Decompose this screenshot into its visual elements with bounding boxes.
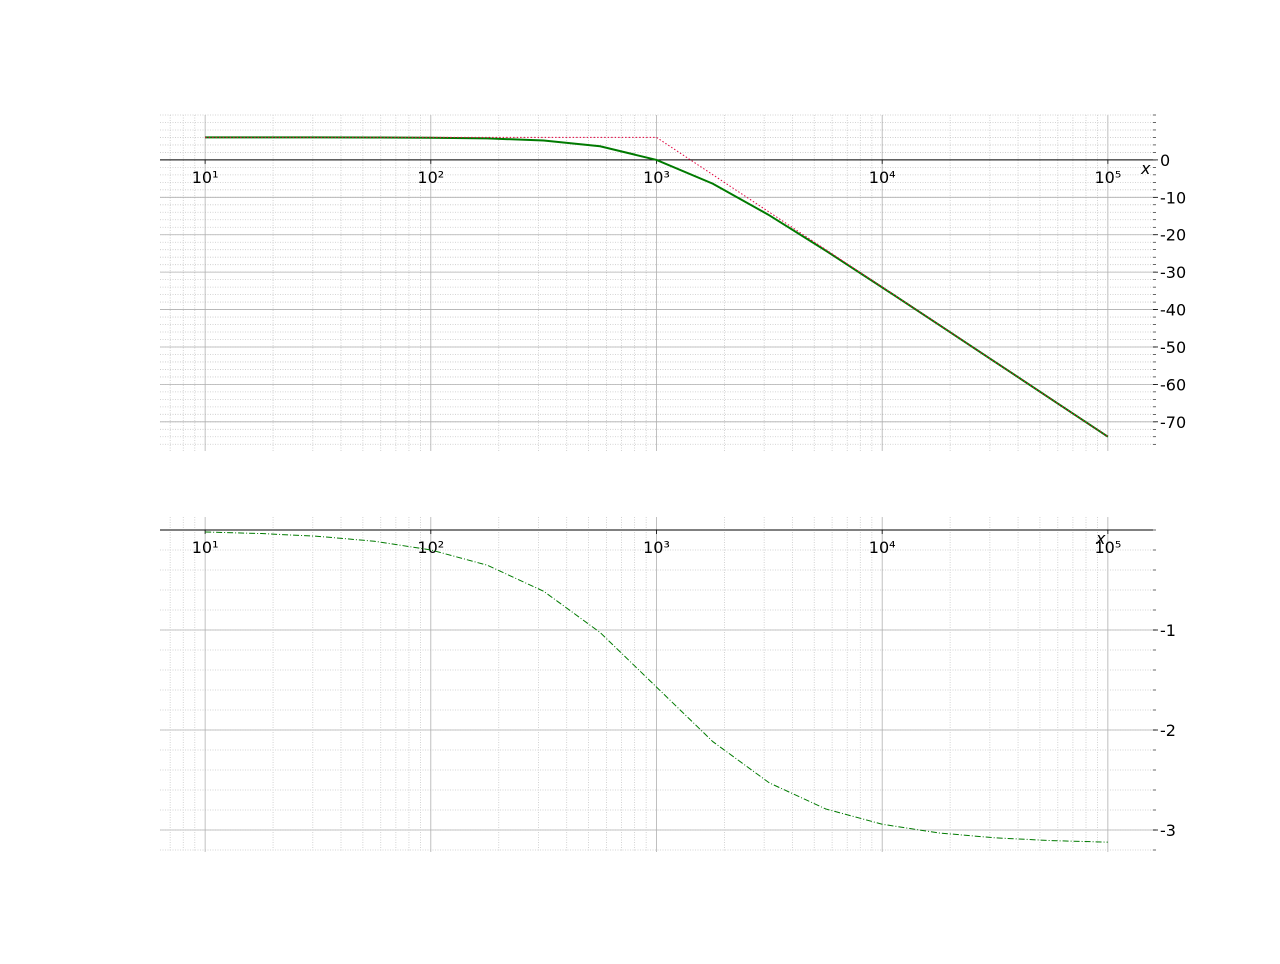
y-tick-label: -1: [1160, 621, 1176, 640]
data-line: [205, 136, 1109, 438]
y-tick-label: 0: [1160, 151, 1170, 170]
x-tick-label: 10³: [643, 538, 670, 557]
x-tick-label: 10²: [417, 538, 444, 557]
y-tick-label: -70: [1160, 413, 1186, 432]
y-tick-label: -3: [1160, 821, 1176, 840]
x-tick-label: 10¹: [192, 168, 219, 187]
y-tick-label: -20: [1160, 226, 1186, 245]
data-line: [205, 531, 1108, 843]
x-axis-label: x: [1140, 159, 1151, 178]
x-tick-label: 10¹: [192, 538, 219, 557]
x-tick-label: 10⁵: [1094, 168, 1121, 187]
y-tick-label: -60: [1160, 375, 1186, 394]
y-tick-label: -50: [1160, 338, 1186, 357]
y-tick-label: -40: [1160, 301, 1186, 320]
x-tick-label: 10⁴: [869, 538, 896, 557]
y-tick-label: -30: [1160, 263, 1186, 282]
x-tick-label: 10²: [417, 168, 444, 187]
x-axis-label: x: [1095, 529, 1106, 548]
y-tick-label: -2: [1160, 721, 1176, 740]
x-tick-label: 10⁵: [1094, 538, 1121, 557]
x-tick-label: 10⁴: [869, 168, 896, 187]
x-tick-label: 10³: [643, 168, 670, 187]
y-tick-label: -10: [1160, 188, 1186, 207]
